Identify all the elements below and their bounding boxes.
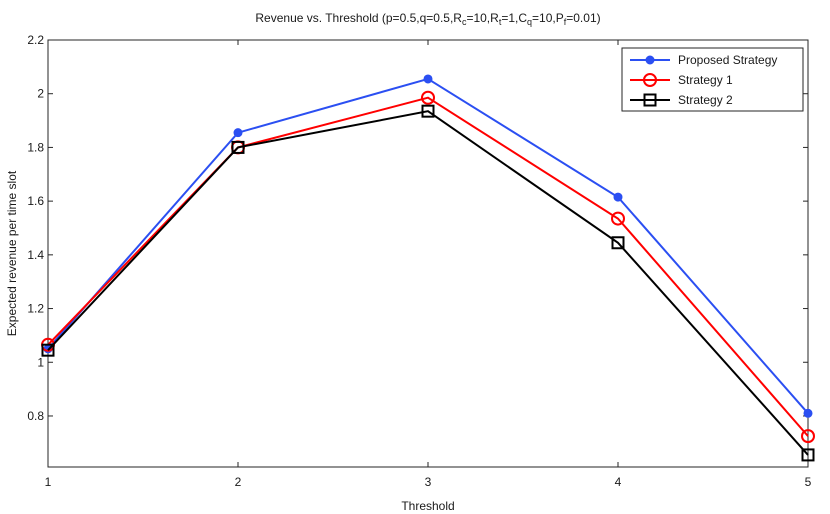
title-part-5: q (527, 17, 532, 27)
legend-label: Strategy 2 (678, 93, 733, 107)
data-point (611, 211, 625, 226)
y-tick-label: 1 (37, 355, 44, 369)
legend-label: Strategy 1 (678, 73, 733, 87)
title-main: Revenue vs. Threshold (255, 11, 382, 25)
title-part-8: =0.01) (566, 11, 600, 25)
data-point (803, 408, 813, 418)
legend-label: Proposed Strategy (678, 53, 777, 67)
x-tick-label: 1 (45, 475, 52, 489)
chart-title: Revenue vs. Threshold (p=0.5,q=0.5,Rc=10… (255, 11, 600, 27)
y-tick-label: 1.4 (27, 248, 44, 262)
title-part-1: c (462, 17, 467, 27)
y-tick-label: 0.8 (27, 409, 44, 423)
y-tick-label: 2.2 (27, 33, 44, 47)
title-part-4: =1,C (501, 11, 527, 25)
series-line (47, 96, 809, 437)
x-tick-label: 2 (235, 475, 242, 489)
title-part-3: t (499, 17, 502, 27)
y-tick-label: 2 (37, 87, 44, 101)
x-tick-label: 3 (425, 475, 432, 489)
data-point (423, 74, 433, 84)
legend-swatch-marker (645, 55, 655, 65)
title-part-0: (p=0.5,q=0.5,R (382, 11, 462, 25)
legend: Proposed Strategy Strategy 1 Strategy 2 (621, 47, 804, 112)
legend-swatch-marker (643, 93, 657, 107)
title-part-6: =10,P (532, 11, 564, 25)
data-point (421, 90, 435, 105)
data-point (41, 343, 55, 357)
data-point (233, 128, 243, 138)
series-line (47, 110, 809, 456)
y-tick-label: 1.8 (27, 140, 44, 154)
data-point (421, 104, 435, 118)
legend-item: Proposed Strategy (630, 53, 777, 67)
title-part-2: =10,R (466, 11, 499, 25)
y-axis: 0.8 1 1.2 1.4 1.6 1.8 2 2.2 (27, 33, 808, 423)
x-tick-label: 5 (805, 475, 812, 489)
x-axis-label: Threshold (401, 499, 454, 513)
x-tick-label: 4 (615, 475, 622, 489)
data-point (611, 236, 625, 250)
x-axis: 1 2 3 4 5 (45, 40, 812, 489)
data-point (801, 429, 815, 444)
y-tick-label: 1.6 (27, 194, 44, 208)
legend-swatch-marker (643, 73, 657, 87)
data-point (613, 192, 623, 202)
y-axis-label: Expected revenue per time slot (5, 170, 19, 336)
series-2 (41, 104, 815, 462)
title-part-7: f (564, 17, 567, 27)
legend-item: Strategy 1 (630, 73, 733, 87)
legend-item: Strategy 2 (630, 93, 733, 107)
data-point (231, 140, 245, 154)
y-tick-label: 1.2 (27, 302, 44, 316)
series-layer (41, 74, 815, 462)
data-point (801, 448, 815, 462)
